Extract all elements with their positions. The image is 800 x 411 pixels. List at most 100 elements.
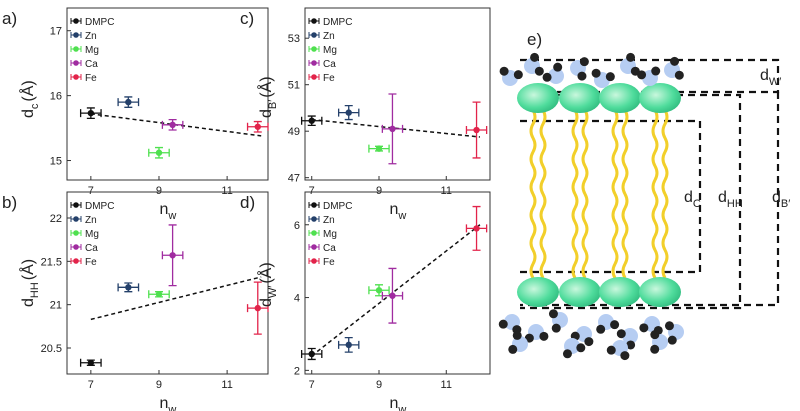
- legend-label: Zn: [323, 31, 335, 42]
- y-tick-label: 21: [50, 300, 62, 312]
- water-h: [548, 309, 558, 319]
- legend-label: Fe: [85, 257, 97, 268]
- legend-marker: [73, 46, 79, 52]
- water-h: [664, 321, 674, 331]
- point: [375, 145, 383, 152]
- water-h: [610, 320, 620, 330]
- water-h: [651, 66, 661, 76]
- label-main: d: [258, 109, 275, 118]
- head: [599, 277, 641, 307]
- legend-marker: [311, 46, 317, 52]
- x-tick-label: 9: [156, 379, 162, 391]
- point: [125, 98, 132, 106]
- legend-marker: [311, 60, 317, 66]
- label-main: n: [160, 201, 169, 218]
- water-h: [524, 333, 534, 343]
- tail: [621, 109, 629, 279]
- legend-label: Mg: [85, 45, 99, 56]
- lipid-tails: [529, 109, 669, 279]
- point: [87, 359, 95, 366]
- legend-marker: [73, 60, 79, 66]
- water-h: [667, 335, 677, 345]
- point: [169, 121, 176, 129]
- membrane-diagram: e) dW′ dC dHH dB′: [498, 30, 790, 361]
- tail: [661, 109, 669, 279]
- y-tick-label: 6: [294, 220, 300, 232]
- x-tick-label: 7: [309, 185, 315, 197]
- panel-label: a): [2, 9, 17, 28]
- point: [389, 292, 396, 299]
- label-sub: B′: [267, 100, 279, 109]
- legend-marker: [73, 258, 79, 264]
- legend-marker: [311, 32, 317, 38]
- water-h: [605, 72, 615, 82]
- y-axis-label: dB′ (Å): [256, 76, 279, 118]
- water-molecules: [498, 52, 684, 361]
- head: [559, 277, 601, 307]
- distance-label: dC: [684, 189, 701, 210]
- distance-label: dB′: [772, 189, 790, 210]
- head: [559, 83, 601, 113]
- legend-label: DMPC: [323, 201, 352, 212]
- water-h: [674, 70, 684, 80]
- x-axis-label: nw: [390, 395, 407, 411]
- y-tick-label: 15: [50, 156, 62, 168]
- point: [345, 109, 352, 116]
- x-tick-label: 9: [156, 185, 162, 197]
- label-unit: (Å): [18, 259, 37, 280]
- point: [155, 149, 163, 156]
- water-h: [576, 343, 586, 353]
- label-sub: HH: [29, 282, 41, 298]
- label-sub: c: [29, 103, 41, 109]
- x-tick-label: 9: [376, 185, 382, 197]
- legend-marker: [73, 216, 79, 222]
- legend-marker: [73, 230, 79, 236]
- panel-label: c): [240, 9, 254, 28]
- legend-marker: [311, 74, 317, 80]
- point: [473, 225, 480, 232]
- point: [254, 304, 261, 312]
- chart-panel: 7 9 11 47 49 51 53 c) nw dB′ (Å) DMPC Zn Mg Ca Fe: [240, 7, 491, 222]
- y-axis-label: dc (Å): [18, 80, 41, 118]
- plot-frame: [304, 7, 491, 181]
- y-tick-label: 4: [294, 293, 300, 305]
- x-tick-label: 11: [441, 185, 452, 197]
- water-h: [534, 66, 544, 76]
- legend-marker: [73, 202, 79, 208]
- legend-marker: [311, 216, 317, 222]
- y-tick-label: 17: [50, 26, 62, 38]
- fit-line: [311, 224, 481, 357]
- water-h: [539, 331, 549, 341]
- tail: [571, 109, 579, 279]
- water-h: [508, 344, 518, 354]
- point: [389, 125, 396, 133]
- x-axis-label: nw: [390, 201, 407, 222]
- label-unit: (Å): [256, 76, 275, 97]
- y-tick-label: 51: [288, 80, 300, 92]
- label-sub: w: [167, 210, 176, 222]
- y-tick-label: 47: [288, 173, 300, 185]
- legend-label: Ca: [85, 243, 98, 254]
- water-h: [498, 319, 508, 329]
- y-axis-label: dHH (Å): [18, 259, 41, 307]
- fit-line: [90, 276, 262, 321]
- legend-marker: [311, 258, 317, 264]
- water-h: [616, 329, 626, 339]
- point: [155, 291, 163, 298]
- tail: [651, 109, 659, 279]
- legend-marker: [73, 32, 79, 38]
- plot-frame: [304, 191, 491, 375]
- water-h: [584, 337, 594, 347]
- label-unit: (Å): [18, 80, 37, 101]
- water-h: [542, 72, 552, 82]
- legend-label: Mg: [323, 229, 337, 240]
- water-h: [670, 56, 680, 66]
- legend-label: Mg: [85, 229, 99, 240]
- label-main: d: [20, 109, 37, 118]
- panel-label: e): [527, 30, 542, 49]
- y-axis-label: dW′ (Å): [256, 262, 279, 307]
- label-unit: (Å): [256, 262, 275, 283]
- y-tick-label: 22: [50, 213, 62, 225]
